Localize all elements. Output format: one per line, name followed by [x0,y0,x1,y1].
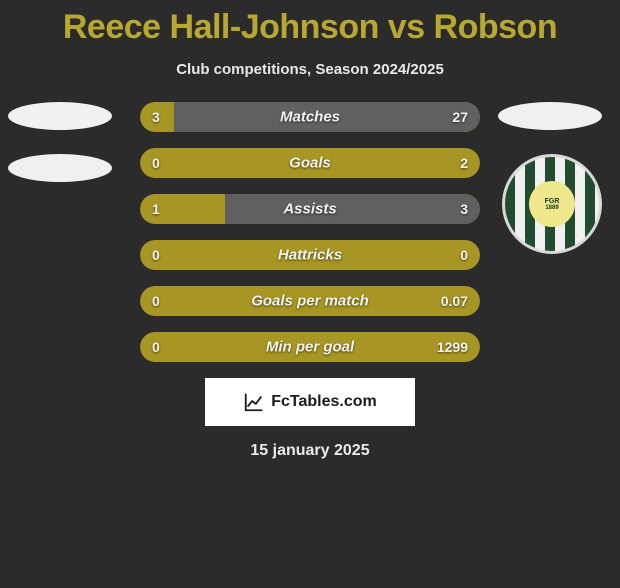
page-title: Reece Hall-Johnson vs Robson [0,8,620,47]
badge-center-year: 1889 [545,205,558,211]
badge-ellipse [8,154,112,182]
footer-date: 15 january 2025 [0,442,620,460]
badge-center: FGR 1889 [529,181,575,227]
comparison-chart: FGR 1889 327Matches 02Goals 13Assists 00Hat… [0,102,620,362]
stat-label: Matches [140,109,480,126]
stat-row: 01299Min per goal [140,332,480,362]
stat-label: Goals per match [140,293,480,310]
right-player-badges: FGR 1889 [498,102,608,254]
brand-text: FcTables.com [271,393,377,411]
stat-row: 00Hattricks [140,240,480,270]
stat-row: 00.07Goals per match [140,286,480,316]
subtitle: Club competitions, Season 2024/2025 [0,61,620,78]
badge-ellipse [498,102,602,130]
stat-row: 13Assists [140,194,480,224]
badge-ellipse [8,102,112,130]
stat-row: 327Matches [140,102,480,132]
chart-icon [243,391,265,413]
stat-label: Assists [140,201,480,218]
badge-center-text: FGR [545,198,560,205]
stat-label: Min per goal [140,339,480,356]
stat-label: Hattricks [140,247,480,264]
stat-bars: 327Matches 02Goals 13Assists 00Hattricks 00.… [140,102,480,362]
brand-logo: FcTables.com [205,378,415,426]
left-player-badges [8,102,118,206]
stat-row: 02Goals [140,148,480,178]
stat-label: Goals [140,155,480,172]
club-badge-forest-green: FGR 1889 [502,154,602,254]
